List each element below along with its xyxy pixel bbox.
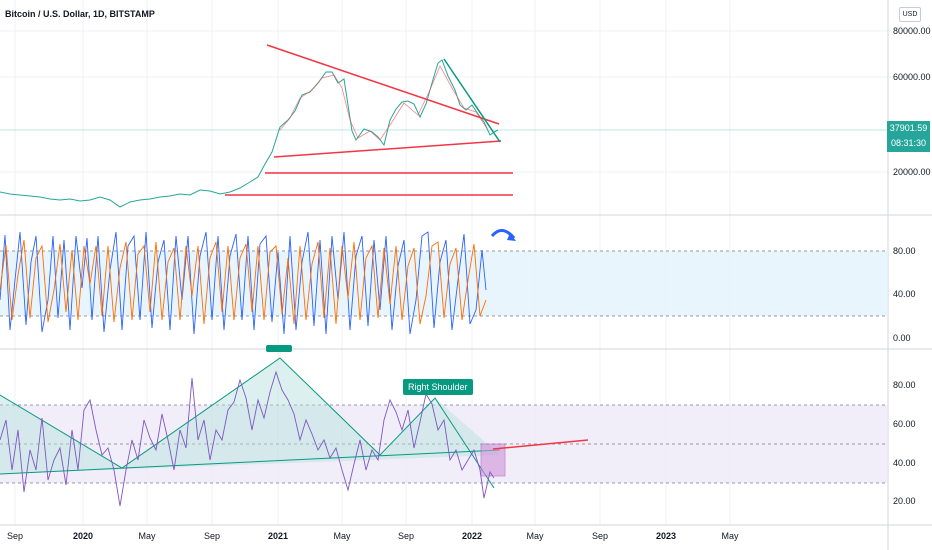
stoch-label: 0.00	[893, 333, 911, 343]
bar-countdown: 08:31:30	[890, 138, 927, 148]
price-label: 20000.00	[893, 167, 931, 177]
stoch-label: 40.00	[893, 289, 916, 299]
time-label: May	[333, 531, 351, 541]
rsi-label: 40.00	[893, 458, 916, 468]
pattern-outline[interactable]	[0, 357, 495, 489]
chart-title[interactable]: Bitcoin / U.S. Dollar, 1D, BITSTAMP	[5, 9, 155, 19]
time-label: Sep	[6, 531, 24, 541]
neckline[interactable]	[0, 449, 501, 475]
right-shoulder-label[interactable]: Right Shoulder	[403, 379, 473, 395]
time-label: 2023	[655, 531, 677, 541]
rsi-label: 60.00	[893, 419, 916, 429]
price-grid	[0, 30, 888, 173]
target-box[interactable]	[480, 443, 506, 477]
time-label: Sep	[397, 531, 415, 541]
curved-arrow-icon[interactable]	[490, 229, 516, 241]
current-price-tag: 37901.59 08:31:30	[887, 121, 930, 152]
time-label: 2020	[72, 531, 94, 541]
head-label[interactable]	[266, 345, 292, 352]
rsi-trendline[interactable]	[492, 439, 589, 450]
time-label: Sep	[591, 531, 609, 541]
rsi-label: 20.00	[893, 496, 916, 506]
time-label: May	[721, 531, 739, 541]
time-label: 2021	[267, 531, 289, 541]
rsi-label: 80.00	[893, 380, 916, 390]
price-label: 80000.00	[893, 26, 931, 36]
pattern-fill	[0, 358, 500, 474]
price-label: 60000.00	[893, 72, 931, 82]
price-trendlines[interactable]	[225, 44, 513, 196]
currency-button[interactable]: USD	[899, 7, 921, 22]
price-series-bear	[279, 65, 489, 141]
stoch-k-line	[0, 231, 487, 335]
time-label: May	[138, 531, 156, 541]
time-label: Sep	[203, 531, 221, 541]
rsi-line	[0, 370, 495, 507]
stoch-d-line	[0, 239, 487, 325]
stoch-label: 80.00	[893, 246, 916, 256]
time-label: May	[526, 531, 544, 541]
current-price: 37901.59	[889, 123, 928, 133]
price-series	[0, 59, 499, 208]
time-label: 2022	[461, 531, 483, 541]
